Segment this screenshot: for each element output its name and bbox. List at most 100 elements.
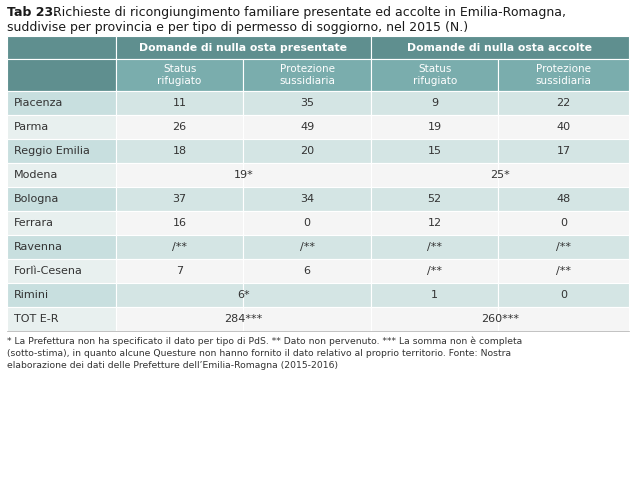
Bar bbox=[499, 115, 629, 139]
Bar bbox=[371, 36, 629, 59]
Bar bbox=[7, 283, 116, 307]
Bar bbox=[244, 91, 371, 115]
Text: 17: 17 bbox=[556, 146, 570, 156]
Text: 25*: 25* bbox=[490, 170, 510, 180]
Text: 18: 18 bbox=[172, 146, 187, 156]
Text: * La Prefettura non ha specificato il dato per tipo di PdS. ** Dato non pervenut: * La Prefettura non ha specificato il da… bbox=[7, 336, 522, 370]
Text: Domande di nulla osta accolte: Domande di nulla osta accolte bbox=[408, 43, 593, 53]
Text: /**: /** bbox=[300, 242, 315, 252]
Text: Ferrara: Ferrara bbox=[14, 218, 54, 228]
Text: 40: 40 bbox=[556, 122, 570, 132]
Text: 15: 15 bbox=[427, 146, 441, 156]
Text: 0: 0 bbox=[303, 218, 310, 228]
Bar bbox=[371, 259, 499, 283]
Text: 16: 16 bbox=[172, 218, 186, 228]
Bar bbox=[7, 211, 116, 235]
Text: 0: 0 bbox=[560, 218, 567, 228]
Text: 6*: 6* bbox=[237, 290, 250, 300]
Bar bbox=[7, 163, 116, 187]
Bar bbox=[7, 307, 116, 331]
Text: Tab 23.: Tab 23. bbox=[7, 6, 58, 19]
Bar bbox=[244, 139, 371, 163]
Text: 19: 19 bbox=[427, 122, 441, 132]
Text: suddivise per provincia e per tipo di permesso di soggiorno, nel 2015 (N.): suddivise per provincia e per tipo di pe… bbox=[7, 21, 468, 34]
Text: Protezione
sussidiaria: Protezione sussidiaria bbox=[536, 64, 591, 86]
Text: Status
rifugiato: Status rifugiato bbox=[158, 64, 202, 86]
Bar bbox=[7, 187, 116, 211]
Bar bbox=[7, 259, 116, 283]
Text: Rimini: Rimini bbox=[14, 290, 49, 300]
Text: 12: 12 bbox=[427, 218, 441, 228]
Bar bbox=[7, 36, 116, 59]
Bar bbox=[499, 187, 629, 211]
Text: Forlì-Cesena: Forlì-Cesena bbox=[14, 266, 83, 276]
Text: 37: 37 bbox=[172, 194, 187, 204]
Bar bbox=[244, 307, 371, 331]
Text: 48: 48 bbox=[556, 194, 571, 204]
Bar bbox=[371, 235, 499, 259]
Bar bbox=[371, 283, 499, 307]
Text: /**: /** bbox=[427, 242, 442, 252]
Text: 7: 7 bbox=[176, 266, 183, 276]
Text: Status
rifugiato: Status rifugiato bbox=[413, 64, 457, 86]
Text: Ravenna: Ravenna bbox=[14, 242, 63, 252]
Bar bbox=[116, 36, 371, 59]
Bar bbox=[116, 115, 244, 139]
Text: /**: /** bbox=[427, 266, 442, 276]
Text: Bologna: Bologna bbox=[14, 194, 59, 204]
Bar bbox=[499, 211, 629, 235]
Text: Richieste di ricongiungimento familiare presentate ed accolte in Emilia-Romagna,: Richieste di ricongiungimento familiare … bbox=[49, 6, 566, 19]
Bar bbox=[244, 235, 371, 259]
Text: /**: /** bbox=[556, 242, 571, 252]
Bar bbox=[116, 59, 244, 91]
Bar bbox=[371, 187, 499, 211]
Bar bbox=[244, 59, 371, 91]
Bar bbox=[7, 235, 116, 259]
Text: 52: 52 bbox=[427, 194, 441, 204]
Bar bbox=[499, 163, 629, 187]
Bar bbox=[7, 59, 116, 91]
Bar bbox=[116, 307, 244, 331]
Bar bbox=[499, 283, 629, 307]
Text: Piacenza: Piacenza bbox=[14, 98, 64, 108]
Bar bbox=[499, 59, 629, 91]
Bar bbox=[7, 139, 116, 163]
Bar bbox=[116, 187, 244, 211]
Bar bbox=[371, 307, 499, 331]
Bar bbox=[499, 259, 629, 283]
Text: 26: 26 bbox=[172, 122, 187, 132]
Text: Domande di nulla osta presentate: Domande di nulla osta presentate bbox=[139, 43, 347, 53]
Text: 34: 34 bbox=[300, 194, 314, 204]
Text: 20: 20 bbox=[300, 146, 314, 156]
Bar bbox=[371, 163, 499, 187]
Bar bbox=[116, 91, 244, 115]
Bar bbox=[371, 59, 499, 91]
Bar bbox=[499, 307, 629, 331]
Bar bbox=[244, 115, 371, 139]
Text: 11: 11 bbox=[172, 98, 186, 108]
Bar bbox=[116, 211, 244, 235]
Bar bbox=[244, 211, 371, 235]
Bar bbox=[371, 91, 499, 115]
Bar bbox=[116, 235, 244, 259]
Text: 9: 9 bbox=[431, 98, 438, 108]
Text: TOT E-R: TOT E-R bbox=[14, 314, 59, 324]
Text: 49: 49 bbox=[300, 122, 314, 132]
Bar bbox=[116, 163, 244, 187]
Bar bbox=[7, 91, 116, 115]
Bar bbox=[499, 235, 629, 259]
Text: Reggio Emilia: Reggio Emilia bbox=[14, 146, 90, 156]
Text: 260***: 260*** bbox=[481, 314, 519, 324]
Text: Modena: Modena bbox=[14, 170, 59, 180]
Bar bbox=[244, 283, 371, 307]
Bar bbox=[244, 259, 371, 283]
Text: 6: 6 bbox=[303, 266, 310, 276]
Text: 35: 35 bbox=[300, 98, 314, 108]
Bar bbox=[371, 211, 499, 235]
Bar bbox=[499, 91, 629, 115]
Bar bbox=[371, 115, 499, 139]
Text: 19*: 19* bbox=[233, 170, 253, 180]
Bar bbox=[116, 259, 244, 283]
Bar bbox=[371, 139, 499, 163]
Text: Parma: Parma bbox=[14, 122, 49, 132]
